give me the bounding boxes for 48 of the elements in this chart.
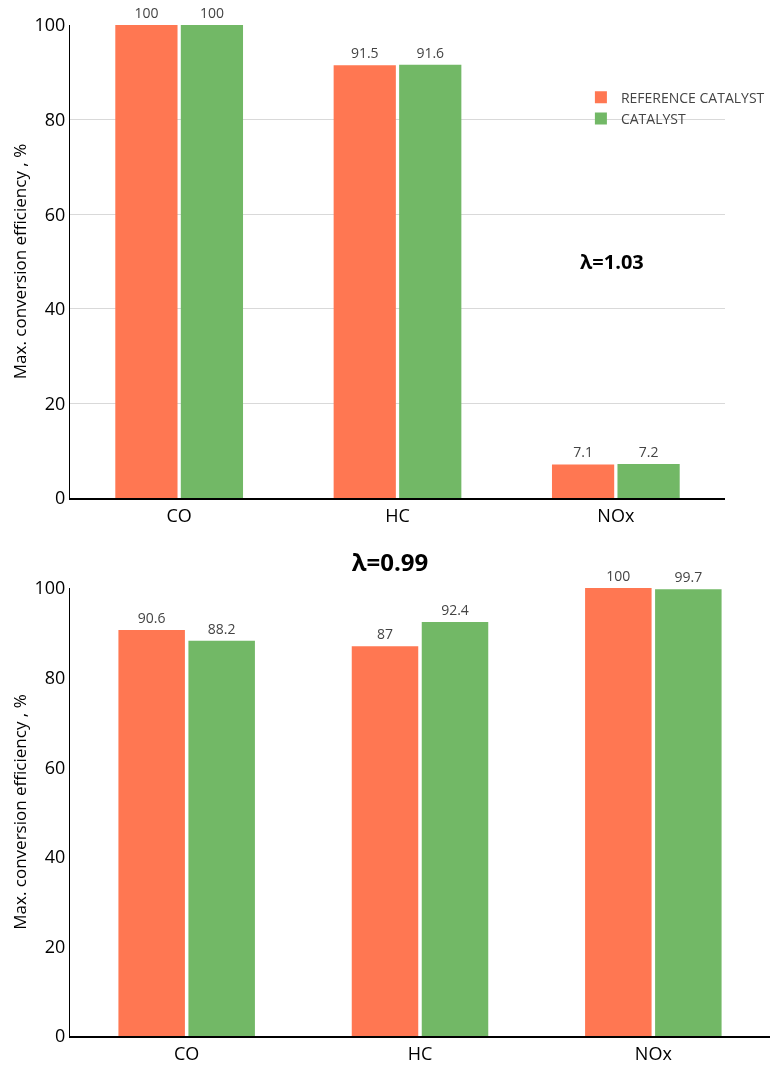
bar (617, 463, 680, 498)
data-label: 88.2 (207, 618, 236, 638)
bar (655, 589, 722, 1036)
x-tick-label: NOx (597, 502, 635, 527)
bar (585, 588, 652, 1036)
y-tick-label: 80 (44, 664, 66, 689)
bar (180, 25, 244, 498)
y-tick-label: 60 (44, 201, 66, 226)
data-label: 7.2 (638, 441, 659, 461)
y-tick-label: 60 (44, 754, 66, 779)
y-tick-label: 0 (55, 485, 66, 510)
x-tick-label: CO (174, 1040, 200, 1065)
y-axis-title: Max. conversion efficiency , % (8, 143, 31, 380)
data-label: 100 (606, 566, 631, 585)
x-tick-label: NOx (634, 1040, 673, 1065)
y-tick-label: 40 (44, 844, 66, 869)
y-axis-title: Max. conversion efficiency , % (8, 694, 31, 930)
bar (118, 630, 185, 1036)
y-tick-label: 100 (34, 12, 66, 37)
y-tick-label: 80 (44, 106, 66, 131)
bar (115, 25, 178, 498)
y-tick-label: 100 (34, 575, 66, 600)
x-tick-label: HC (385, 502, 410, 527)
bar (333, 65, 396, 498)
data-label: 91.5 (350, 43, 379, 63)
y-tick-label: 20 (44, 933, 66, 958)
legend-label: REFERENCE CATALYST (620, 87, 765, 107)
legend-label: CATALYST (620, 109, 686, 129)
y-tick-label: 0 (55, 1023, 66, 1048)
bar (351, 646, 419, 1036)
bar (551, 464, 615, 498)
bar (188, 640, 255, 1036)
data-label: 7.1 (573, 442, 593, 462)
data-label: 90.6 (137, 608, 166, 628)
data-label: 92.4 (441, 600, 469, 620)
annotation: λ=1.03 (580, 248, 644, 275)
data-label: 87 (376, 624, 394, 644)
y-tick-label: 20 (44, 390, 66, 415)
data-label: 100 (199, 3, 224, 22)
x-tick-label: CO (166, 502, 192, 527)
y-tick-label: 40 (44, 296, 66, 321)
data-label: 91.6 (416, 42, 445, 62)
data-label: 99.7 (674, 567, 703, 587)
chart-title: λ=0.99 (351, 544, 429, 578)
data-label: 100 (134, 3, 159, 22)
bar (399, 64, 462, 498)
bar (421, 622, 489, 1036)
x-tick-label: HC (407, 1040, 433, 1065)
